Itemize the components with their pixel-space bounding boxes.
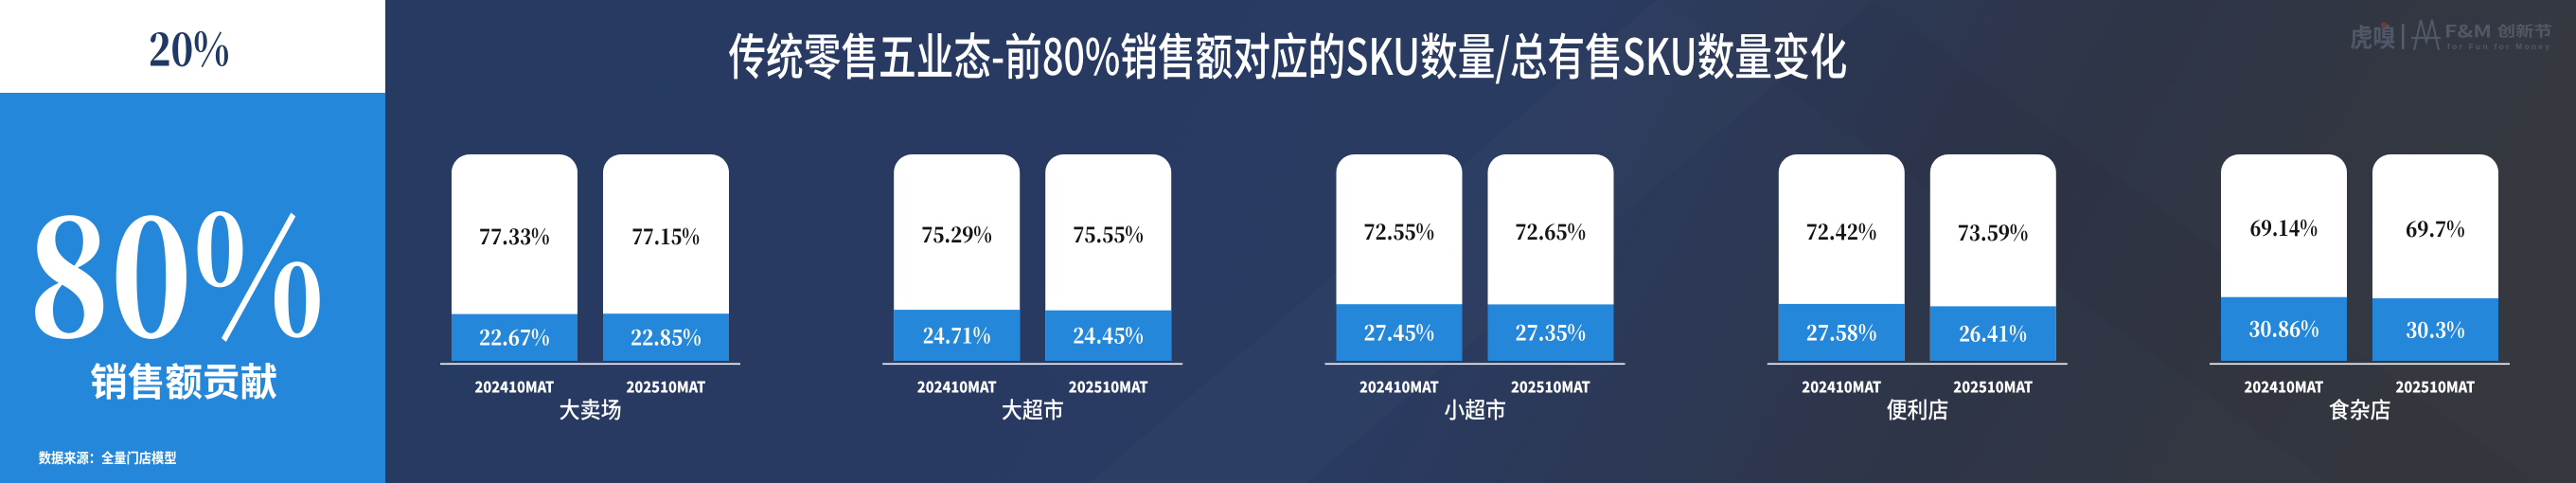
svg-text:202510MAT: 202510MAT: [2396, 374, 2476, 397]
svg-text:73.59%: 73.59%: [1958, 216, 2029, 247]
svg-text:传统零售五业态-前80%销售额对应的SKU数量/总有售SKU: 传统零售五业态-前80%销售额对应的SKU数量/总有售SKU数量变化: [728, 18, 1847, 90]
svg-text:27.35%: 27.35%: [1516, 316, 1587, 348]
svg-text:202410MAT: 202410MAT: [1802, 374, 1881, 397]
svg-text:F&M: F&M: [2444, 19, 2492, 44]
svg-text:销售额贡献: 销售额贡献: [90, 350, 277, 407]
svg-text:for Fun for Money: for Fun for Money: [2447, 42, 2549, 51]
svg-text:30.3%: 30.3%: [2406, 313, 2465, 344]
svg-text:75.29%: 75.29%: [921, 218, 992, 249]
svg-text:24.71%: 24.71%: [923, 318, 991, 349]
svg-text:26.41%: 26.41%: [1959, 317, 2027, 349]
svg-text:27.45%: 27.45%: [1364, 315, 1435, 347]
svg-text:202510MAT: 202510MAT: [1953, 374, 2033, 397]
svg-text:202510MAT: 202510MAT: [1069, 374, 1148, 397]
svg-text:75.55%: 75.55%: [1073, 217, 1144, 249]
svg-text:202410MAT: 202410MAT: [1359, 374, 1439, 397]
svg-text:77.33%: 77.33%: [479, 220, 550, 251]
svg-text:69.7%: 69.7%: [2406, 212, 2465, 243]
svg-text:27.58%: 27.58%: [1806, 315, 1877, 347]
svg-text:72.42%: 72.42%: [1806, 215, 1877, 246]
svg-text:创新节: 创新节: [2497, 20, 2552, 42]
svg-text:22.85%: 22.85%: [631, 320, 702, 351]
svg-text:202510MAT: 202510MAT: [627, 374, 706, 397]
svg-text:69.14%: 69.14%: [2250, 211, 2318, 242]
svg-text:202410MAT: 202410MAT: [917, 374, 997, 397]
svg-text:202510MAT: 202510MAT: [1511, 374, 1590, 397]
svg-text:80%: 80%: [28, 147, 325, 384]
svg-text:24.45%: 24.45%: [1073, 319, 1144, 350]
svg-text:22.67%: 22.67%: [479, 321, 550, 352]
svg-text:便利店: 便利店: [1887, 391, 1949, 424]
svg-text:72.55%: 72.55%: [1363, 215, 1434, 246]
svg-text:30.86%: 30.86%: [2248, 313, 2318, 344]
svg-text:72.65%: 72.65%: [1515, 215, 1586, 246]
svg-text:小超市: 小超市: [1444, 391, 1506, 424]
svg-text:数据来源：全量门店模型: 数据来源：全量门店模型: [39, 448, 177, 468]
svg-text:食杂店: 食杂店: [2329, 391, 2391, 424]
svg-text:20%: 20%: [149, 13, 230, 80]
svg-text:大卖场: 大卖场: [560, 391, 622, 424]
svg-text:202410MAT: 202410MAT: [2245, 374, 2324, 397]
svg-text:77.15%: 77.15%: [631, 220, 700, 251]
svg-text:202410MAT: 202410MAT: [475, 374, 555, 397]
svg-text:大超市: 大超市: [1002, 391, 1064, 424]
svg-text:虎嗅: 虎嗅: [2350, 16, 2395, 54]
